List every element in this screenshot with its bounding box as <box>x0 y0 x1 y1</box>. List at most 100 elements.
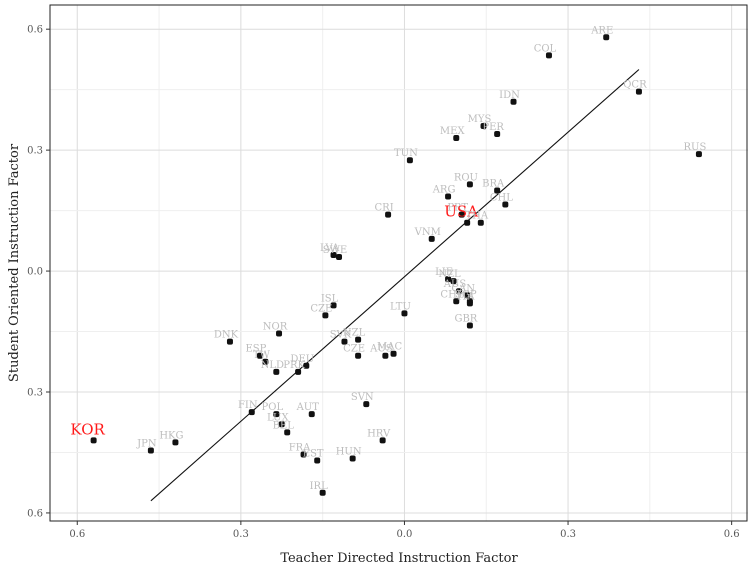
point-label-dnk: DNK <box>214 330 239 341</box>
data-point-fra <box>300 451 307 458</box>
data-point-qcr <box>635 88 642 95</box>
point-label-prt: PRT <box>447 203 468 214</box>
point-label-can: CAN <box>451 283 475 294</box>
data-point-aus <box>382 352 389 359</box>
point-label-esp: ESP <box>246 344 267 355</box>
point-label-ita: ITA <box>457 291 475 302</box>
point-label-tha: THA <box>465 211 488 222</box>
point-label-are: ARE <box>590 25 613 36</box>
point-label-vnm: VNM <box>414 227 441 238</box>
point-label-cze: CZE <box>343 344 365 355</box>
point-layer <box>90 34 702 496</box>
data-point-prk <box>295 368 302 375</box>
data-point-che <box>453 298 460 305</box>
point-label-rus: RUS <box>684 142 707 153</box>
point-label-rou: ROU <box>454 172 478 183</box>
y-axis-title: Student Oriented Instruction Factor <box>7 143 22 382</box>
data-point-aus <box>455 288 462 295</box>
x-tick-label: 0.6 <box>724 529 740 540</box>
point-label-jpn: JPN <box>136 438 157 449</box>
data-point-est <box>314 457 321 464</box>
data-point-can <box>464 292 471 299</box>
point-label-svk: SVK <box>330 330 352 341</box>
point-label-arg: ARG <box>432 184 456 195</box>
data-point-jpn <box>147 447 154 454</box>
point-label-lie: LIE <box>435 267 453 278</box>
point-label-nzl: NZL <box>343 328 366 339</box>
data-point-usa <box>464 219 471 226</box>
data-point-per <box>494 131 501 137</box>
point-label-ltu: LTU <box>390 301 411 312</box>
plot-border <box>49 4 748 522</box>
point-label-aus: AUS <box>443 279 467 290</box>
point-label-idn: IDN <box>499 90 520 101</box>
data-point-cze <box>322 312 329 319</box>
point-label-hun: HUN <box>336 447 362 458</box>
trend-layer <box>150 69 640 502</box>
x-tick-label: 0.6 <box>69 529 85 540</box>
data-point-svk <box>341 338 348 345</box>
point-label-lux: LUX <box>267 412 290 423</box>
data-point-cze <box>355 352 362 359</box>
point-label-nzl: NZL <box>438 269 461 280</box>
point-label-sgp: SGP <box>455 289 477 300</box>
point-label-aut: AUT <box>296 402 320 413</box>
data-point-hun <box>349 455 356 462</box>
y-tick-label: 0.3 <box>27 146 43 157</box>
point-label-est: EST <box>303 449 324 460</box>
data-point-hrv <box>379 437 386 444</box>
data-point-prt <box>458 211 465 218</box>
point-label-cze: CZE <box>310 303 332 314</box>
x-axis-title: Teacher Directed Instruction Factor <box>280 551 518 566</box>
data-point-swe <box>336 253 343 260</box>
point-label-chl: CHL <box>490 193 513 204</box>
point-label-nor: NOR <box>263 322 288 333</box>
point-label-fin: FIN <box>238 400 258 411</box>
data-point-chl <box>502 201 509 208</box>
data-point-isl <box>330 302 337 309</box>
point-label-tun: TUN <box>394 148 418 159</box>
point-label-gbr: GBR <box>454 313 477 324</box>
data-point-are <box>603 34 610 41</box>
point-label-prk: PRK <box>283 360 305 371</box>
data-point-rus <box>695 151 702 158</box>
data-point-aut <box>308 411 315 418</box>
data-point-rou <box>466 181 473 188</box>
point-label-hrv: HRV <box>367 428 391 439</box>
point-label-mys: MYS <box>468 114 492 125</box>
point-label-hkg: HKG <box>159 430 183 441</box>
y-tick-label: 0.0 <box>27 267 43 278</box>
point-label-swe: SWE <box>323 245 347 256</box>
point-label-aus: AUS <box>369 344 393 355</box>
point-label-nld: NLD <box>261 360 284 371</box>
point-label-mac: MAC <box>377 342 402 353</box>
y-tick-label: 0.6 <box>27 25 43 36</box>
data-point-pol <box>273 411 280 418</box>
point-label-pol: POL <box>262 402 284 413</box>
grid-layer <box>50 5 748 521</box>
data-point-lie <box>445 276 452 283</box>
data-point-tw <box>262 358 269 365</box>
data-point-ltu <box>401 310 408 317</box>
data-point-kor <box>90 437 97 444</box>
data-point-svn <box>363 401 370 408</box>
x-tick-label: 0.3 <box>560 529 576 540</box>
point-label-qcr: QCR <box>623 80 647 91</box>
data-point-idn <box>510 98 517 105</box>
data-point-deu <box>303 362 310 369</box>
data-point-nld <box>273 368 280 375</box>
data-point-nzl <box>450 278 457 285</box>
data-point-cri <box>385 211 392 218</box>
point-label-bel: BEL <box>273 420 295 431</box>
point-label-isl: ISL <box>321 293 339 304</box>
point-label-usa: USA <box>444 203 478 221</box>
data-point-irl <box>319 489 326 496</box>
data-point-lva <box>330 251 337 258</box>
trend-line <box>150 69 640 502</box>
point-label-che: CHE <box>440 289 464 300</box>
data-point-gbr <box>466 322 473 329</box>
data-point-hkg <box>172 439 179 446</box>
